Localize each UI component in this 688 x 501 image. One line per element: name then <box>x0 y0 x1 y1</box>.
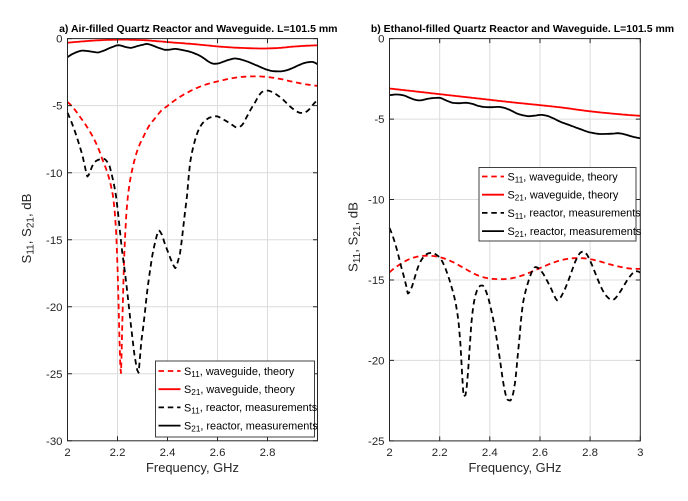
svg-text:S11, reactor, measurements: S11, reactor, measurements <box>508 208 642 221</box>
svg-text:2: 2 <box>64 447 70 459</box>
svg-text:-5: -5 <box>374 114 384 126</box>
svg-text:-20: -20 <box>46 302 62 314</box>
svg-text:2.4: 2.4 <box>160 447 176 459</box>
svg-text:S11, reactor, measurements: S11, reactor, measurements <box>184 402 318 415</box>
svg-text:2: 2 <box>386 447 392 459</box>
svg-text:2.2: 2.2 <box>432 447 448 459</box>
svg-text:S11, S21, dB: S11, S21, dB <box>346 202 364 272</box>
svg-text:-15: -15 <box>46 235 62 247</box>
svg-text:Frequency, GHz: Frequency, GHz <box>146 460 239 475</box>
svg-text:S11, waveguide, theory: S11, waveguide, theory <box>184 366 295 379</box>
svg-text:2.2: 2.2 <box>110 447 126 459</box>
svg-text:2.8: 2.8 <box>260 447 276 459</box>
svg-text:-25: -25 <box>368 436 384 448</box>
svg-text:-20: -20 <box>368 356 384 368</box>
svg-text:2.6: 2.6 <box>210 447 226 459</box>
svg-text:Frequency, GHz: Frequency, GHz <box>469 460 562 475</box>
svg-text:S11, waveguide, theory: S11, waveguide, theory <box>508 171 619 184</box>
svg-text:-25: -25 <box>46 369 62 381</box>
svg-text:3: 3 <box>637 447 643 459</box>
svg-text:2.8: 2.8 <box>582 447 598 459</box>
svg-text:-10: -10 <box>46 168 62 180</box>
svg-text:0: 0 <box>56 34 62 46</box>
svg-text:S21, waveguide, theory: S21, waveguide, theory <box>184 384 295 397</box>
svg-text:2.4: 2.4 <box>482 447 498 459</box>
svg-text:-10: -10 <box>368 195 384 207</box>
svg-text:a) Air-filled Quartz Reactor a: a) Air-filled Quartz Reactor and Wavegui… <box>59 23 337 35</box>
svg-text:-5: -5 <box>52 101 62 113</box>
svg-text:-30: -30 <box>46 436 62 448</box>
svg-text:S21, waveguide, theory: S21, waveguide, theory <box>508 190 619 203</box>
svg-text:S21, reactor, measurements: S21, reactor, measurements <box>508 226 642 239</box>
svg-text:0: 0 <box>378 34 384 46</box>
svg-text:S21, reactor, measurements: S21, reactor, measurements <box>184 420 318 433</box>
svg-text:b) Ethanol-filled Quartz React: b) Ethanol-filled Quartz Reactor and Wav… <box>371 23 674 35</box>
svg-text:2.6: 2.6 <box>532 447 548 459</box>
svg-text:-15: -15 <box>368 275 384 287</box>
